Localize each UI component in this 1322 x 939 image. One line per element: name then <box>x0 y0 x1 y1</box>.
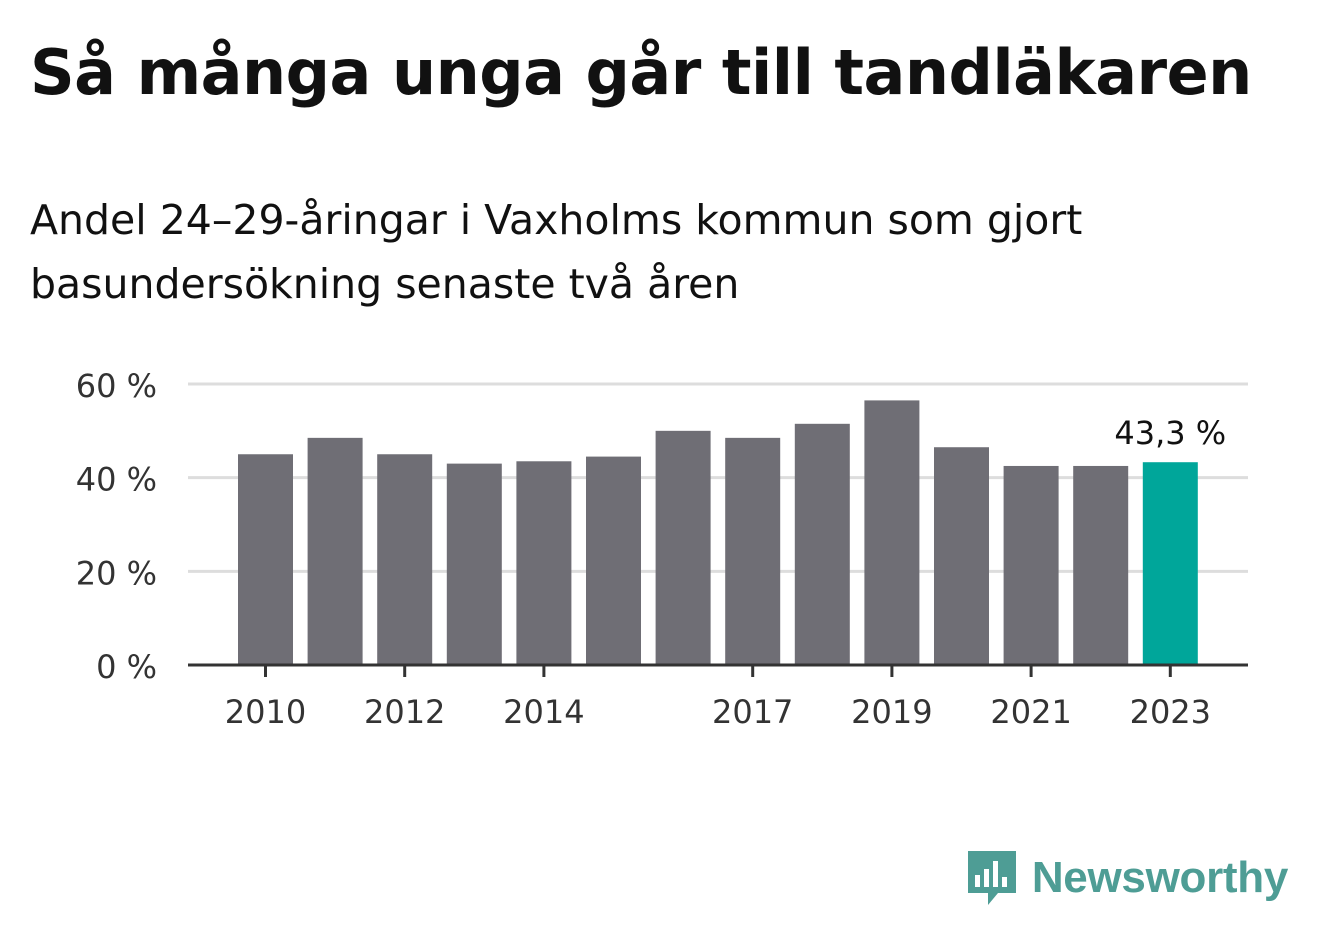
y-tick-label: 20 % <box>76 554 157 592</box>
bar-chart: 0 % 20 % 40 % 60 % 2010 2012 2014 2017 2019 2021 2… <box>76 367 1248 731</box>
bar <box>1142 462 1198 665</box>
x-tick-label: 2023 <box>1130 693 1211 731</box>
x-tick-label: 2017 <box>712 693 793 731</box>
bar <box>446 463 502 665</box>
x-tick-label: 2019 <box>851 693 932 731</box>
bar <box>307 437 363 665</box>
chart-title: Så många unga går till tandläkaren <box>30 36 1252 109</box>
bar <box>655 430 711 665</box>
bar <box>864 400 920 665</box>
bar <box>725 437 781 665</box>
bar <box>1073 465 1129 665</box>
bar <box>934 447 989 665</box>
y-tick-label: 40 % <box>76 461 157 499</box>
bar <box>516 461 572 665</box>
brand-logo: Newsworthy <box>964 847 1288 909</box>
x-tick-label: 2012 <box>364 693 445 731</box>
x-tick-label: 2014 <box>503 693 584 731</box>
newsworthy-logo-icon <box>967 851 1016 905</box>
chart-subtitle: Andel 24–29-åringar i Vaxholms kommun so… <box>30 196 1083 308</box>
bar <box>238 454 293 665</box>
y-tick-label: 0 % <box>96 648 157 686</box>
data-label: 43,3 % <box>1114 414 1226 452</box>
x-tick-label: 2010 <box>225 693 306 731</box>
y-tick-label: 60 % <box>76 367 157 405</box>
x-tick-label: 2021 <box>990 693 1071 731</box>
brand-name: Newsworthy <box>1031 853 1288 902</box>
bar <box>586 456 641 665</box>
bar <box>1003 465 1059 665</box>
bar <box>794 423 850 665</box>
bar <box>377 454 433 665</box>
